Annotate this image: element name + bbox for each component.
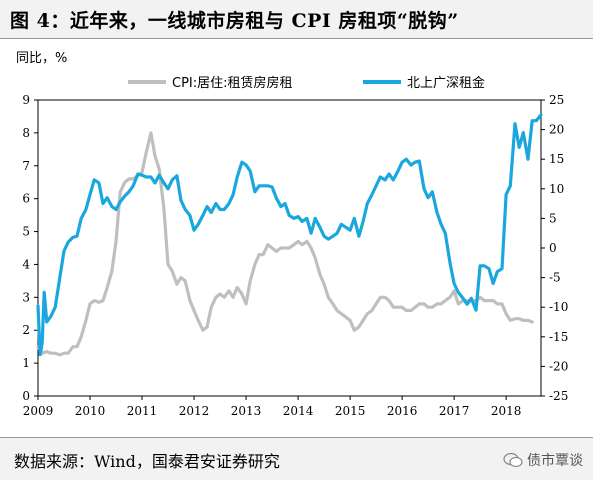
source-note: 数据来源：Wind，国泰君安证券研究 [14,452,280,471]
page-title: 图 4：近年来，一线城市房租与 CPI 房租项“脱钩” [10,10,459,32]
y-right-tick-label: -25 [549,389,568,403]
y-axis-left-label: 同比，% [16,51,67,66]
y-left-tick-label: 9 [22,93,30,107]
y-right-tick-label: 0 [549,241,557,255]
x-tick-label: 2012 [179,404,210,418]
y-left-tick-label: 7 [22,159,30,173]
y-left-tick-label: 3 [22,290,30,304]
y-left-tick-label: 5 [22,225,30,239]
watermark: 债市覃谈 [503,450,583,470]
header: 图 4：近年来，一线城市房租与 CPI 房租项“脱钩” [0,0,593,39]
x-tick-label: 2009 [23,404,54,418]
legend-label-1: CPI:居住:租赁房房租 [172,75,293,91]
y-left-tick-label: 0 [22,389,30,403]
legend: CPI:居住:租赁房房租 北上广深租金 [128,75,485,91]
y-right-tick-label: -15 [549,330,568,344]
y-right-tick-label: 10 [549,182,564,196]
y-left-tick-label: 6 [22,192,30,206]
y-right-tick-label: -20 [549,359,568,373]
y-left-tick-label: 8 [22,126,30,140]
y-right-tick-label: 25 [549,93,564,107]
x-tick-label: 2017 [439,404,470,418]
footer: 数据来源：Wind，国泰君安证券研究 债市覃谈 [0,437,593,480]
series-line-1 [36,131,534,357]
watermark-text: 债市覃谈 [527,453,583,469]
series-line-2 [36,113,543,357]
y-left-tick-label: 4 [22,257,30,271]
x-tick-label: 2014 [283,404,314,418]
y-right-tick-label: -10 [549,300,568,314]
axes: 0 1 2 3 4 5 6 7 8 9 -25 -20 -15 -10 -5 0 5 10 15 20 25 2009 20… [22,93,568,418]
legend-label-2: 北上广深租金 [407,75,485,91]
y-right-tick-label: -5 [549,271,561,285]
y-right-tick-label: 15 [549,152,564,166]
x-tick-label: 2015 [335,404,366,418]
y-left-tick-label: 1 [22,356,30,370]
x-tick-label: 2010 [75,404,106,418]
x-tick-label: 2013 [231,404,262,418]
y-right-tick-label: 20 [549,123,564,137]
series-layer [36,113,543,357]
y-right-tick-label: 5 [549,211,557,225]
y-left-tick-label: 2 [22,323,30,337]
x-tick-label: 2018 [491,404,522,418]
x-tick-label: 2011 [127,404,158,418]
x-tick-label: 2016 [387,404,418,418]
wechat-icon [503,452,523,468]
chart: 0 1 2 3 4 5 6 7 8 9 -25 -20 -15 -10 -5 0 5 10 15 20 25 2009 20… [16,51,568,418]
